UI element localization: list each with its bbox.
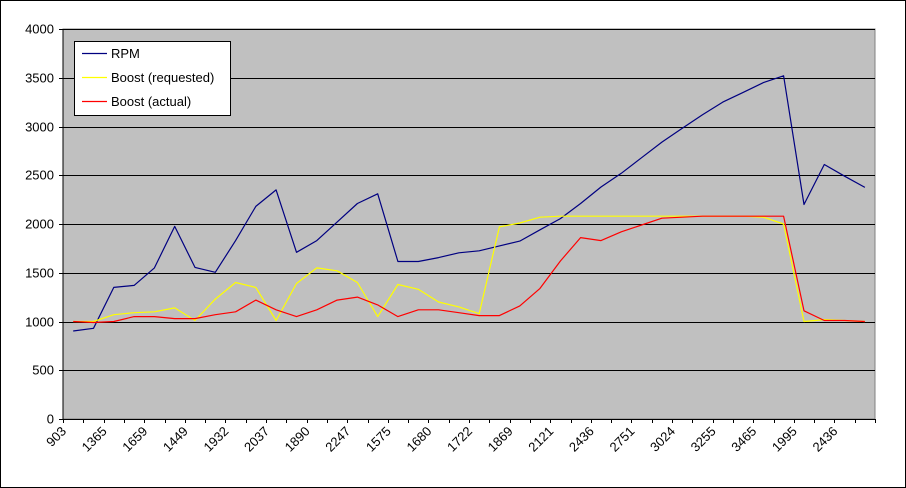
series-line-3 bbox=[73, 215, 865, 324]
y-tick-label: 500 bbox=[32, 363, 54, 378]
y-tick-label: 4000 bbox=[25, 22, 54, 37]
x-tick-label: 2247 bbox=[322, 424, 353, 455]
x-tick-label: 1575 bbox=[363, 424, 394, 455]
x-tick-label: 1365 bbox=[79, 424, 110, 455]
x-tick-label: 3255 bbox=[688, 424, 719, 455]
x-tick-label: 1449 bbox=[160, 424, 191, 455]
x-tick-label: 2436 bbox=[809, 424, 840, 455]
x-tick-label: 1869 bbox=[485, 424, 516, 455]
y-tick-label: 3000 bbox=[25, 120, 54, 135]
x-tick-label: 3465 bbox=[728, 424, 759, 455]
series-line-1 bbox=[73, 75, 866, 332]
x-axis: 903 1365 1659 1449 1932 2037 1890 2247 1575 1680 1… bbox=[43, 419, 876, 455]
y-tick-label: 2500 bbox=[25, 168, 54, 183]
x-tick-label: 1890 bbox=[282, 424, 313, 455]
y-tick-label: 1500 bbox=[25, 266, 54, 281]
y-tick-label: 1000 bbox=[25, 315, 54, 330]
legend: RPM Boost (requested) Boost (actual) bbox=[74, 41, 231, 116]
y-tick-label: 2000 bbox=[25, 217, 54, 232]
legend-label: Boost (requested) bbox=[111, 70, 214, 85]
legend-label: Boost (actual) bbox=[111, 94, 191, 109]
x-tick-label: 2037 bbox=[241, 424, 272, 455]
gridlines bbox=[63, 29, 875, 371]
y-tick-label: 3500 bbox=[25, 71, 54, 86]
y-tick-label: 0 bbox=[47, 412, 54, 427]
x-tick-label: 2436 bbox=[566, 424, 597, 455]
y-axis: 0 500 1000 1500 2000 2500 3000 3500 4000 bbox=[25, 22, 64, 427]
legend-label: RPM bbox=[111, 46, 140, 61]
x-tick-label: 1722 bbox=[444, 424, 475, 455]
x-tick-label: 2121 bbox=[525, 424, 556, 455]
x-tick-label: 2751 bbox=[606, 424, 637, 455]
series-lines bbox=[73, 75, 866, 332]
x-tick-label: 1932 bbox=[200, 424, 231, 455]
x-tick-label: 1995 bbox=[769, 424, 800, 455]
x-tick-label: 903 bbox=[43, 424, 69, 450]
x-tick-label: 1680 bbox=[403, 424, 434, 455]
x-tick-label: 3024 bbox=[647, 424, 678, 455]
x-tick-label: 1659 bbox=[119, 424, 150, 455]
